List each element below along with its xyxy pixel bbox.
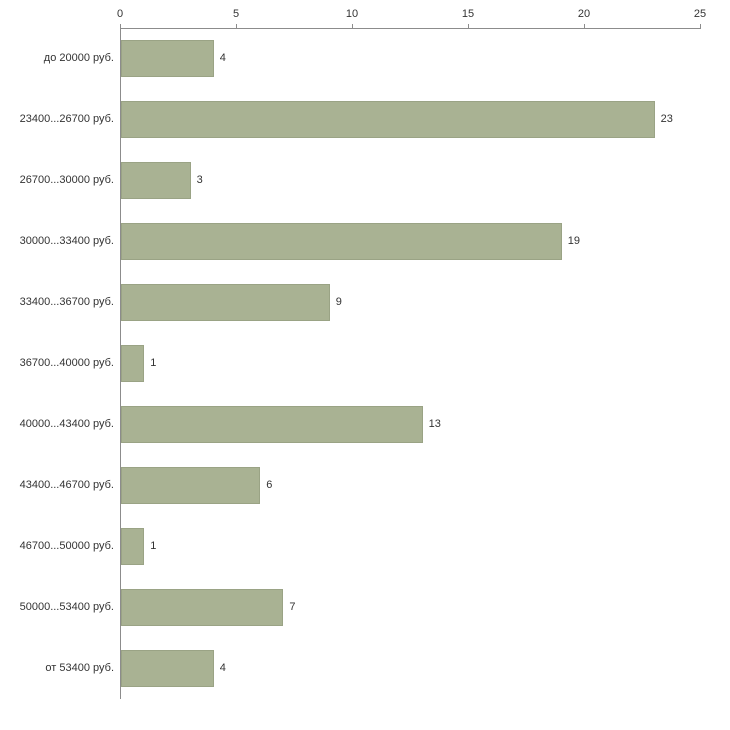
category-label: 33400...36700 руб. — [19, 296, 114, 308]
bar — [121, 345, 145, 382]
chart-row: 33400...36700 руб. 9 — [0, 272, 730, 333]
category-label: 36700...40000 руб. — [19, 357, 114, 369]
value-label: 4 — [219, 662, 226, 674]
bar — [121, 284, 330, 321]
x-axis-tick-label: 10 — [345, 8, 359, 20]
x-axis-tick-label: 25 — [693, 8, 707, 20]
value-label: 1 — [150, 540, 157, 552]
x-axis-tick — [700, 24, 701, 28]
category-label: 50000...53400 руб. — [19, 601, 114, 613]
x-axis-tick-label: 5 — [232, 8, 240, 20]
bar — [121, 589, 284, 626]
x-axis-tick-label: 15 — [461, 8, 475, 20]
chart-row: от 53400 руб. 4 — [0, 638, 730, 699]
value-label: 13 — [428, 418, 441, 430]
x-axis-tick — [352, 24, 353, 28]
x-axis-line — [120, 28, 701, 29]
category-label: до 20000 руб. — [43, 52, 114, 64]
chart-row: 46700...50000 руб. 1 — [0, 516, 730, 577]
chart-row: 36700...40000 руб. 1 — [0, 333, 730, 394]
bar — [121, 40, 214, 77]
x-axis-tick-label: 20 — [577, 8, 591, 20]
bar — [121, 467, 261, 504]
x-axis-tick — [120, 24, 121, 28]
value-label: 9 — [335, 296, 342, 308]
chart-row: 50000...53400 руб. 7 — [0, 577, 730, 638]
bar — [121, 223, 562, 260]
category-label: от 53400 руб. — [45, 662, 114, 674]
value-label: 3 — [196, 174, 203, 186]
chart-row: до 20000 руб. 4 — [0, 28, 730, 89]
x-axis-tick — [236, 24, 237, 28]
bar — [121, 528, 145, 565]
value-label: 23 — [660, 113, 673, 125]
chart-row: 30000...33400 руб. 19 — [0, 211, 730, 272]
bar — [121, 101, 655, 138]
x-axis-tick — [468, 24, 469, 28]
category-label: 43400...46700 руб. — [19, 479, 114, 491]
category-label: 46700...50000 руб. — [19, 540, 114, 552]
chart-row: 40000...43400 руб. 13 — [0, 394, 730, 455]
bar — [121, 406, 423, 443]
value-label: 19 — [567, 235, 581, 247]
category-label: 23400...26700 руб. — [19, 113, 114, 125]
x-axis-tick — [584, 24, 585, 28]
value-label: 4 — [219, 52, 226, 64]
chart-row: 23400...26700 руб. 23 — [0, 89, 730, 150]
category-label: 26700...30000 руб. — [19, 174, 114, 186]
chart-row: 43400...46700 руб. 6 — [0, 455, 730, 516]
bar — [121, 162, 191, 199]
value-label: 6 — [266, 479, 273, 491]
x-axis-tick-label: 0 — [116, 8, 124, 20]
y-axis-line — [120, 28, 121, 699]
chart-row: 26700...30000 руб. 3 — [0, 150, 730, 211]
value-label: 7 — [289, 601, 296, 613]
category-label: 30000...33400 руб. — [19, 235, 114, 247]
bar — [121, 650, 214, 687]
category-label: 40000...43400 руб. — [19, 418, 114, 430]
value-label: 1 — [150, 357, 157, 369]
